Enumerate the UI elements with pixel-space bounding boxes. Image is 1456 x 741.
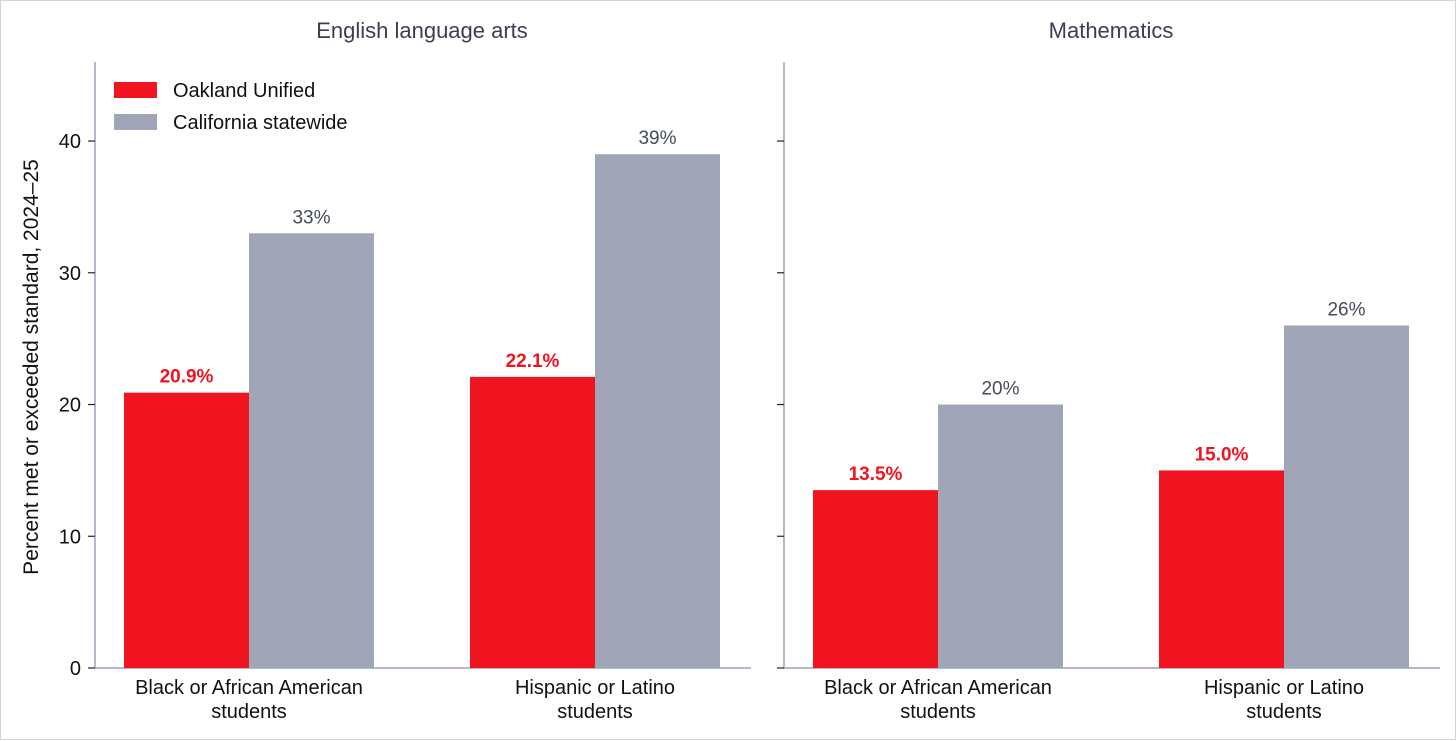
bar — [1159, 470, 1284, 668]
bar-value-label: 15.0% — [1195, 444, 1249, 465]
bar — [595, 154, 720, 668]
category-label: Black or African American — [824, 677, 1052, 699]
y-tick-label: 0 — [70, 658, 81, 680]
panel-title: English language arts — [316, 18, 528, 43]
legend-swatch — [114, 82, 157, 98]
bar-value-label: 20% — [981, 379, 1019, 400]
category-label: students — [900, 701, 976, 723]
legend-swatch — [114, 114, 157, 130]
y-tick-label: 40 — [59, 131, 81, 153]
category-label: students — [557, 701, 633, 723]
bar-value-label: 22.1% — [506, 351, 560, 372]
bar-value-label: 13.5% — [849, 464, 903, 485]
y-tick-label: 20 — [59, 395, 81, 417]
bar-value-label: 20.9% — [160, 367, 214, 388]
bar-value-label: 39% — [638, 128, 676, 149]
bar — [124, 392, 249, 668]
y-axis-label: Percent met or exceeded standard, 2024–2… — [20, 159, 43, 575]
legend-label: Oakland Unified — [173, 80, 315, 102]
category-label: Black or African American — [135, 677, 363, 699]
y-tick-label: 30 — [59, 263, 81, 285]
y-tick-label: 10 — [59, 526, 81, 548]
bar-value-label: 26% — [1327, 299, 1365, 320]
panel-title: Mathematics — [1049, 18, 1174, 43]
legend-label: California statewide — [173, 112, 348, 134]
category-label: Hispanic or Latino — [515, 677, 675, 699]
category-label: students — [211, 701, 287, 723]
category-label: students — [1246, 701, 1322, 723]
bar — [1284, 325, 1409, 668]
bar — [813, 490, 938, 668]
bar — [249, 233, 374, 668]
category-label: Hispanic or Latino — [1204, 677, 1364, 699]
bar — [470, 376, 595, 668]
bar — [938, 404, 1063, 668]
bar-value-label: 33% — [292, 207, 330, 228]
